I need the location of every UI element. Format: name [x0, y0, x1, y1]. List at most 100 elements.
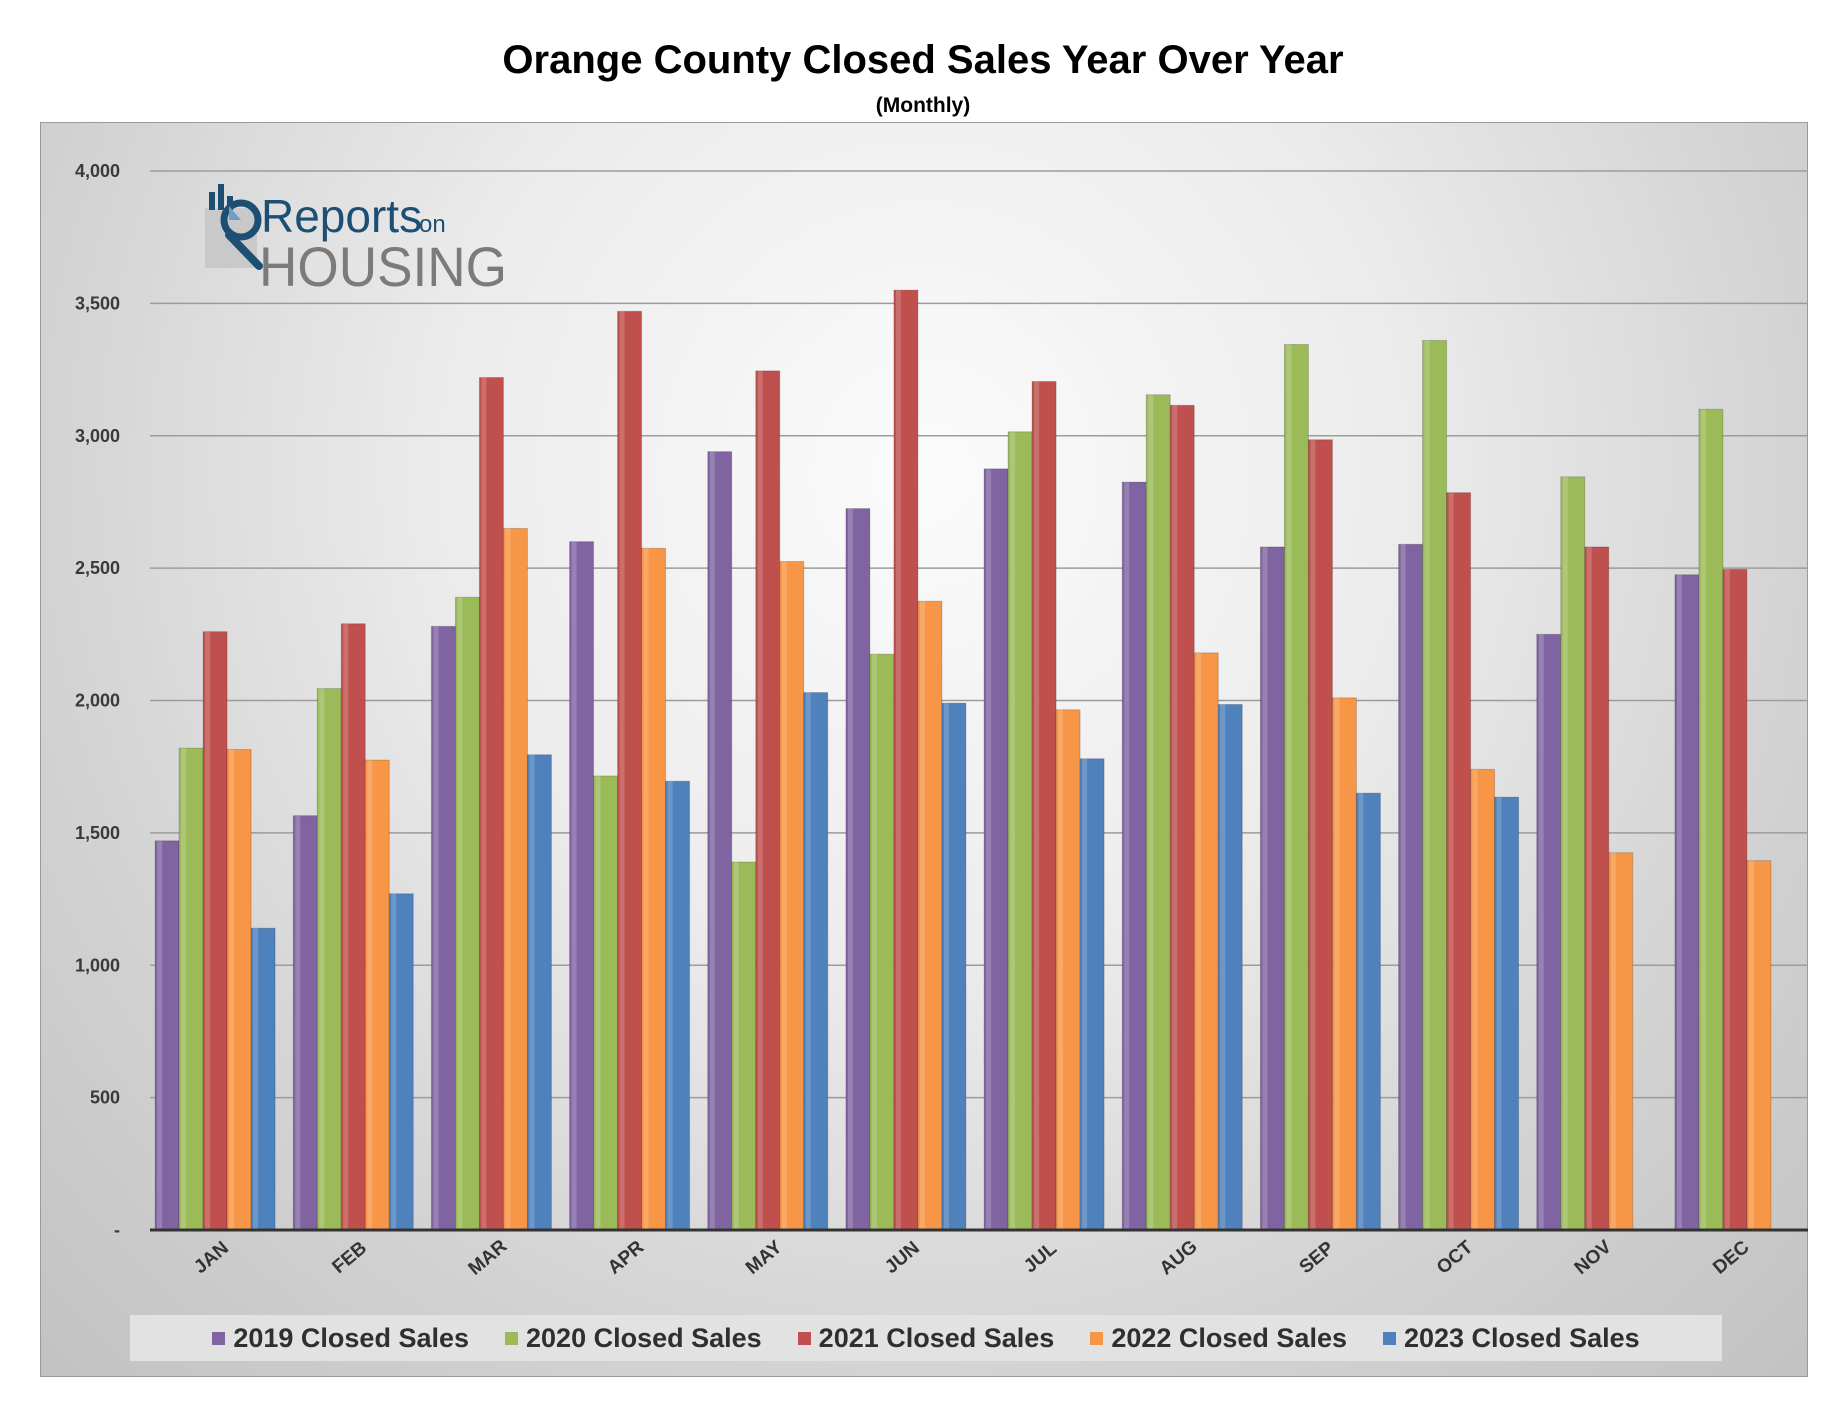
x-tick-label: SEP	[1296, 1237, 1339, 1278]
bar-highlight	[1700, 409, 1706, 1230]
x-tick-label: FEB	[328, 1238, 371, 1279]
bar	[983, 468, 1009, 1231]
bar-highlight	[205, 631, 211, 1230]
bar-highlight	[1334, 697, 1340, 1230]
bar-highlight	[1538, 634, 1544, 1230]
bar-highlight	[943, 703, 949, 1230]
bar-highlight	[457, 597, 463, 1230]
bar	[1259, 546, 1285, 1231]
logo-magnifier-icon	[220, 199, 262, 241]
bar-highlight	[571, 541, 577, 1230]
bar-highlight	[1034, 381, 1040, 1230]
x-tick-label: MAR	[465, 1236, 512, 1280]
bar-highlight	[667, 781, 673, 1230]
bar-highlight	[1358, 793, 1364, 1230]
legend-item: 2023 Closed Sales	[1382, 1323, 1640, 1354]
bar	[731, 861, 757, 1231]
bar-highlight	[805, 692, 811, 1230]
bar-highlight	[643, 548, 649, 1230]
bar-highlight	[757, 370, 763, 1231]
logo-bar-icon	[209, 192, 215, 210]
bar	[1698, 408, 1724, 1231]
bar	[1398, 543, 1424, 1231]
bar-highlight	[1172, 405, 1178, 1231]
legend: 2019 Closed Sales 2020 Closed Sales 2021 C…	[130, 1315, 1722, 1361]
bar-highlight	[1124, 482, 1130, 1230]
bar-highlight	[1286, 344, 1292, 1230]
bar-highlight	[871, 654, 877, 1230]
bar	[1422, 339, 1448, 1231]
bar-highlight	[343, 623, 349, 1230]
bar-highlight	[595, 775, 601, 1230]
y-tick-label: 500	[90, 1088, 120, 1108]
bar-highlight	[1010, 431, 1016, 1230]
bar-highlight	[895, 290, 901, 1230]
reports-on-housing-logo: Reports on HOUSING	[205, 184, 507, 298]
bar-highlight	[319, 688, 325, 1230]
legend-item: 2020 Closed Sales	[505, 1323, 762, 1354]
bar-highlight	[1472, 769, 1478, 1230]
logo-bar-icon	[218, 184, 224, 210]
y-tick-label: 3,000	[75, 426, 120, 446]
y-tick-label: 2,500	[75, 558, 120, 578]
bar-highlight	[1220, 704, 1226, 1230]
bar-highlight	[529, 754, 535, 1230]
y-tick-label: 4,000	[75, 161, 120, 181]
bar-highlight	[1058, 709, 1064, 1230]
bar-highlight	[481, 377, 487, 1230]
chart-title: Orange County Closed Sales Year Over Yea…	[502, 38, 1344, 82]
legend-label: 2022 Closed Sales	[1111, 1322, 1347, 1353]
bar	[1145, 394, 1171, 1231]
logo-text-housing: HOUSING	[259, 235, 507, 298]
bar-highlight	[986, 468, 992, 1230]
bar	[1307, 439, 1333, 1231]
logo-pie-icon	[229, 206, 241, 220]
bar	[641, 547, 667, 1231]
y-tick-label: -	[114, 1220, 120, 1240]
x-tick-label: NOV	[1571, 1236, 1616, 1279]
bars	[154, 289, 1772, 1231]
bar-highlight	[253, 928, 259, 1230]
bar-highlight	[1148, 394, 1154, 1230]
bar-highlight	[1610, 852, 1616, 1230]
bar	[1746, 860, 1772, 1231]
bar	[1560, 476, 1586, 1231]
legend-label: 2020 Closed Sales	[526, 1322, 762, 1353]
bar	[1674, 574, 1700, 1231]
x-tick-label: OCT	[1433, 1237, 1478, 1279]
y-tick-label: 3,500	[75, 293, 120, 313]
logo-text-reports: Reports	[261, 190, 422, 242]
chart-subtitle: (Monthly)	[875, 94, 971, 117]
bar-highlight	[1082, 758, 1088, 1230]
x-tick-label: JUL	[1020, 1238, 1061, 1277]
bar-highlight	[1448, 492, 1454, 1230]
bar-highlight	[295, 815, 301, 1230]
logo-handle-icon	[225, 231, 263, 270]
x-tick-label: APR	[604, 1237, 648, 1279]
x-tick-label: JAN	[190, 1238, 233, 1279]
bar-highlight	[1676, 574, 1682, 1230]
bar	[250, 927, 276, 1231]
bar	[526, 754, 552, 1231]
legend-swatch	[1382, 1331, 1396, 1345]
legend-item: 2021 Closed Sales	[797, 1323, 1054, 1354]
bar-highlight	[1310, 439, 1316, 1230]
bar-highlight	[733, 861, 739, 1230]
legend-swatch	[797, 1331, 811, 1345]
legend-swatch	[1090, 1331, 1104, 1345]
bar-highlight	[1262, 546, 1268, 1230]
bar-highlight	[1562, 476, 1568, 1230]
bar-highlight	[619, 311, 625, 1230]
bar-highlight	[1724, 569, 1730, 1230]
bar	[1031, 380, 1057, 1231]
bar	[893, 289, 919, 1231]
legend-swatch	[505, 1331, 519, 1345]
bar-highlight	[505, 528, 511, 1230]
bar-highlight	[1400, 544, 1406, 1230]
bar-highlight	[229, 749, 235, 1230]
bar	[226, 748, 252, 1231]
x-tick-label: JUN	[881, 1238, 924, 1279]
bar	[1584, 546, 1610, 1231]
bar	[1121, 481, 1147, 1231]
